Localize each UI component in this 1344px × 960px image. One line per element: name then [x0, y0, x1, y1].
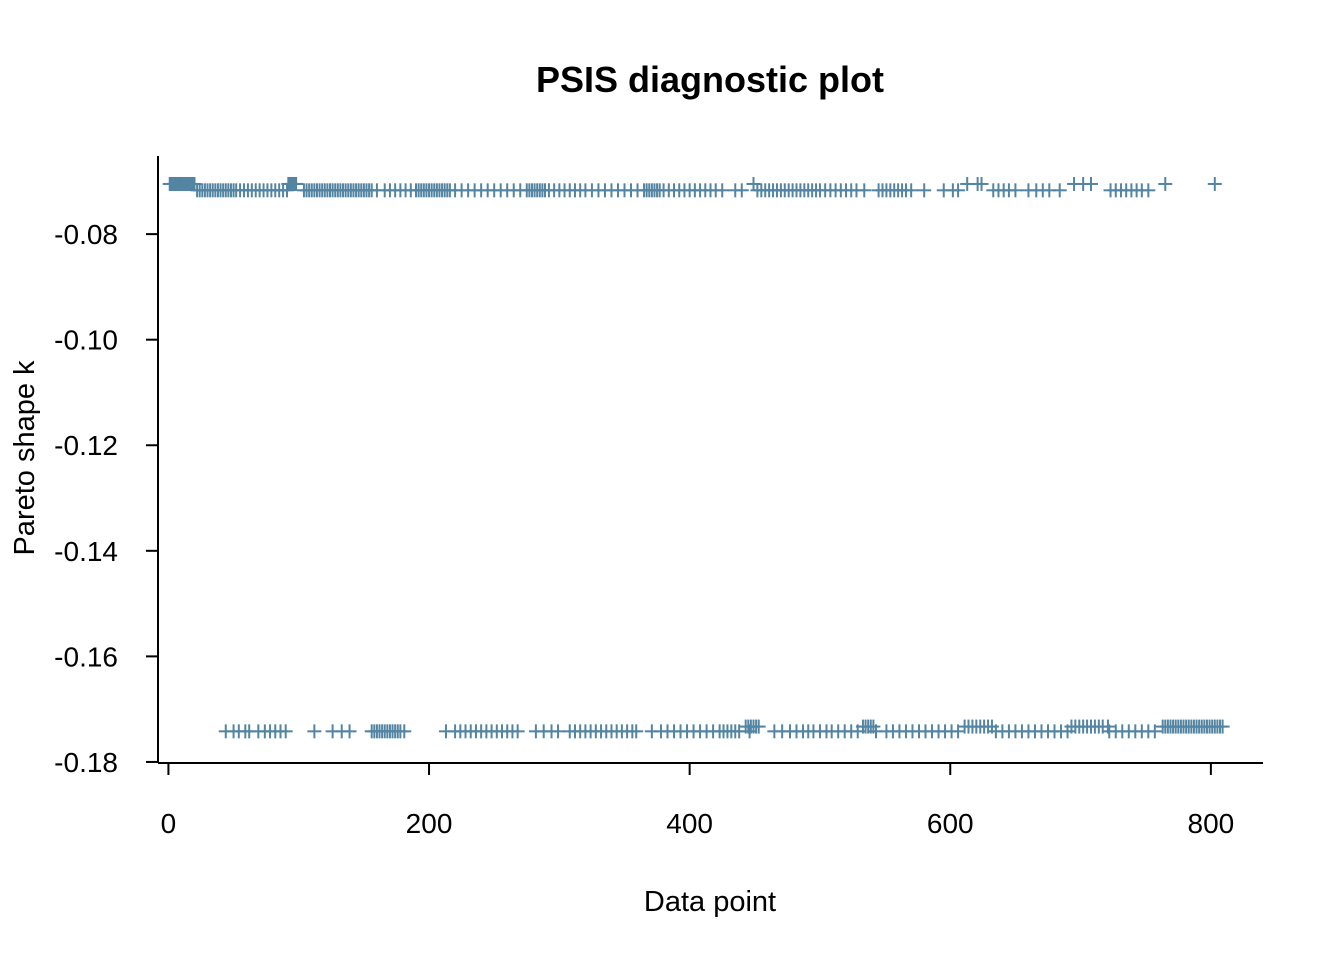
data-point	[289, 176, 304, 191]
data-point	[551, 724, 566, 739]
data-point	[342, 724, 357, 739]
data-point	[629, 724, 644, 739]
x-axis: 0 200 400 600 800	[158, 762, 1263, 839]
x-axis-label: Data point	[644, 886, 776, 918]
data-point	[307, 724, 322, 739]
y-axis-label: Pareto shape k	[9, 360, 41, 556]
data-point	[715, 183, 730, 198]
y-tick-label: -0.10	[54, 325, 118, 356]
data-point	[951, 183, 966, 198]
data-point	[974, 176, 989, 191]
data-point	[1147, 724, 1162, 739]
data-point	[742, 724, 757, 739]
data-point	[1141, 183, 1156, 198]
data-point	[1008, 183, 1023, 198]
y-axis: -0.18 -0.16 -0.14 -0.12 -0.10 -0.08	[54, 156, 159, 778]
data-point	[278, 724, 293, 739]
y-tick-label: -0.16	[54, 641, 118, 672]
x-ticks: 0 200 400 600 800	[161, 763, 1235, 839]
data-point	[850, 724, 865, 739]
data-point	[510, 724, 525, 739]
y-tick-label: -0.18	[54, 747, 118, 778]
data-point	[734, 183, 749, 198]
data-point	[1158, 176, 1173, 191]
chart-title: PSIS diagnostic plot	[536, 59, 884, 100]
y-tick-label: -0.08	[54, 219, 118, 250]
data-point	[1060, 724, 1075, 739]
data-point	[397, 724, 412, 739]
data-points	[162, 176, 1230, 739]
x-tick-label: 400	[666, 808, 713, 839]
x-tick-label: 800	[1188, 808, 1235, 839]
x-tick-label: 600	[927, 808, 974, 839]
data-point	[951, 724, 966, 739]
data-point	[1207, 176, 1222, 191]
y-ticks: -0.18 -0.16 -0.14 -0.12 -0.10 -0.08	[54, 219, 158, 778]
data-point	[904, 183, 919, 198]
data-point	[1083, 176, 1098, 191]
x-tick-label: 0	[161, 808, 177, 839]
data-point	[751, 719, 766, 734]
y-tick-label: -0.12	[54, 430, 118, 461]
data-point	[280, 183, 295, 198]
data-point	[1052, 183, 1067, 198]
y-tick-label: -0.14	[54, 536, 118, 567]
x-tick-label: 200	[406, 808, 453, 839]
data-point	[1215, 719, 1230, 734]
data-point	[857, 183, 872, 198]
data-point	[917, 183, 932, 198]
